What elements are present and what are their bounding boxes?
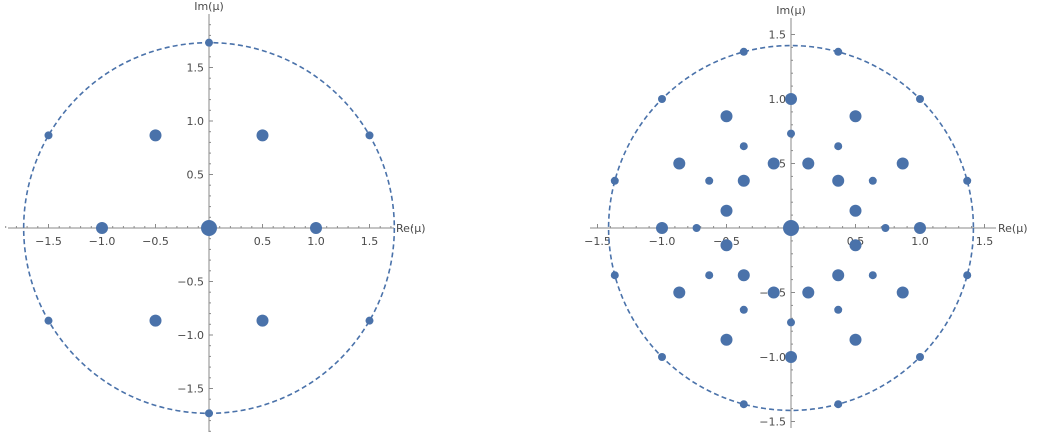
data-point [611, 271, 619, 279]
data-point [366, 317, 374, 325]
data-point [310, 222, 322, 234]
y-axis-label: Im(μ) [194, 0, 224, 13]
data-point [673, 287, 685, 299]
y-tick-label: 1.0 [769, 93, 787, 106]
data-point [963, 271, 971, 279]
x-tick-label: 1.5 [976, 235, 994, 248]
data-point [768, 287, 780, 299]
data-point [721, 205, 733, 217]
data-point [738, 269, 750, 281]
x-tick-label: −1.5 [35, 235, 62, 248]
data-point [963, 177, 971, 185]
x-tick-label: 1.5 [361, 235, 379, 248]
data-point [897, 158, 909, 170]
data-point [656, 222, 668, 234]
data-point [705, 271, 713, 279]
right-panel-plot: −1.5−1.0−0.50.51.01.5−1.5−1.0−0.50.51.01… [584, 4, 1027, 429]
data-point [257, 129, 269, 141]
data-point [850, 239, 862, 251]
data-point [150, 129, 162, 141]
x-tick-label: 1.0 [307, 235, 325, 248]
data-point [787, 130, 795, 138]
y-tick-label: −1.0 [177, 329, 204, 342]
data-point [802, 158, 814, 170]
x-tick-label: −1.0 [649, 235, 676, 248]
x-tick-label: 0.5 [254, 235, 272, 248]
y-tick-label: −1.5 [759, 416, 786, 429]
y-tick-label: −1.5 [177, 383, 204, 396]
data-point [834, 306, 842, 314]
data-point [45, 131, 53, 139]
data-point [832, 269, 844, 281]
x-axis-label: Re(μ) [396, 222, 426, 235]
data-point [740, 48, 748, 56]
data-point [205, 39, 213, 47]
data-point [150, 315, 162, 327]
data-point [869, 177, 877, 185]
data-point [916, 353, 924, 361]
data-point [205, 409, 213, 417]
data-point [705, 177, 713, 185]
data-point [834, 142, 842, 150]
data-point [658, 353, 666, 361]
y-axis-label: Im(μ) [776, 4, 806, 17]
data-point [787, 318, 795, 326]
x-tick-label: −1.0 [89, 235, 116, 248]
data-point [366, 131, 374, 139]
data-point [738, 175, 750, 187]
y-tick-label: −0.5 [177, 276, 204, 289]
x-axis-label: Re(μ) [998, 222, 1028, 235]
data-point [693, 224, 701, 232]
data-point [802, 287, 814, 299]
data-point [881, 224, 889, 232]
data-point [740, 306, 748, 314]
data-point [611, 177, 619, 185]
data-point [850, 110, 862, 122]
y-tick-label: 1.5 [769, 29, 787, 42]
data-point [869, 271, 877, 279]
data-point [897, 287, 909, 299]
data-point [721, 334, 733, 346]
x-tick-label: −1.5 [584, 235, 611, 248]
data-point [96, 222, 108, 234]
y-tick-label: 1.0 [187, 115, 205, 128]
data-point [45, 317, 53, 325]
data-point [721, 110, 733, 122]
x-tick-label: 1.0 [911, 235, 929, 248]
data-point [916, 95, 924, 103]
x-tick-label: −0.5 [142, 235, 169, 248]
data-point [740, 142, 748, 150]
data-point [834, 48, 842, 56]
data-point [850, 205, 862, 217]
data-point [768, 158, 780, 170]
left-panel-plot: −1.5 −1.0 −0.5 0.5 1.0 1.5 −1.5 −1.0 −0.5 0.5 1.0 1… [6, 0, 426, 432]
data-point [257, 315, 269, 327]
data-point [673, 158, 685, 170]
data-point [721, 239, 733, 251]
data-point [785, 93, 797, 105]
data-point [832, 175, 844, 187]
data-point [658, 95, 666, 103]
y-tick-label: 1.5 [187, 62, 205, 75]
data-point [850, 334, 862, 346]
data-point [785, 351, 797, 363]
data-point [834, 400, 842, 408]
data-point [740, 400, 748, 408]
data-point [783, 220, 799, 236]
data-point [914, 222, 926, 234]
y-tick-label: −1.0 [759, 351, 786, 364]
data-point [201, 220, 217, 236]
y-tick-label: 0.5 [187, 169, 205, 182]
